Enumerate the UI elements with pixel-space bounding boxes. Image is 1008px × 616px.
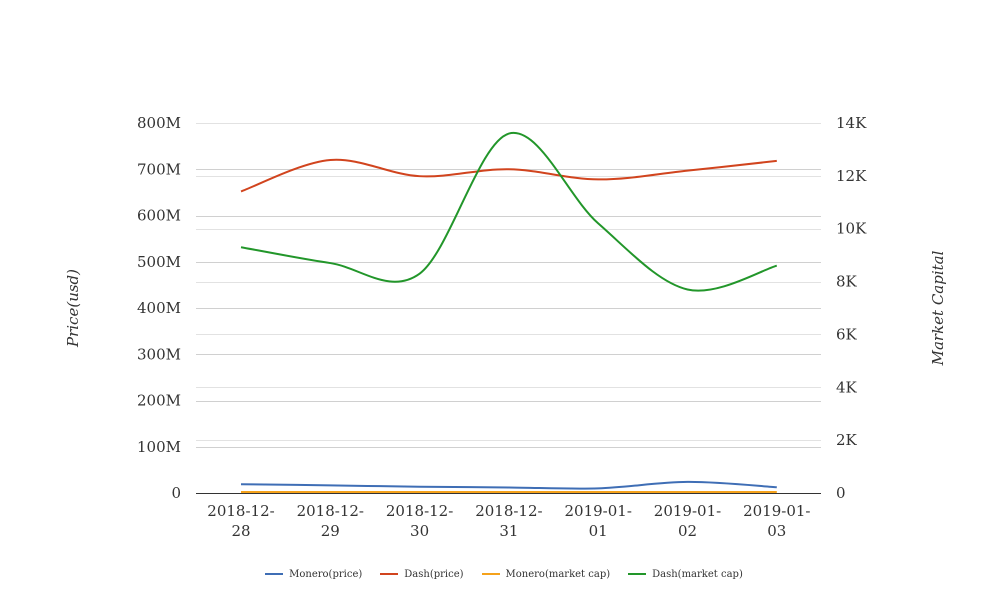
legend-label: Dash(market cap)	[652, 568, 743, 580]
legend-label: Monero(price)	[289, 568, 363, 580]
y-right-tick-label: 8K	[836, 273, 858, 291]
legend-swatch	[380, 573, 399, 575]
x-tick-label: 2019-01-01	[564, 502, 631, 540]
legend-item-monero-market-cap[interactable]: Monero(market cap)	[481, 568, 611, 580]
grid-lines	[196, 123, 821, 448]
legend: Monero(price) Dash(price) Monero(market ca…	[0, 565, 1008, 583]
legend-item-dash-market-cap[interactable]: Dash(market cap)	[628, 569, 743, 580]
legend-swatch	[265, 573, 284, 575]
legend-swatch	[481, 573, 500, 575]
y-left-tick-label: 300M	[137, 345, 181, 363]
series-line-dash-market-cap	[240, 132, 778, 292]
y-right-tick-label: 2K	[836, 431, 858, 449]
y-left-tick-label: 500M	[137, 253, 181, 271]
x-tick-label: 2018-12-31	[475, 502, 542, 540]
legend-label: Monero(market cap)	[505, 568, 611, 580]
x-tick-label: 2019-01-03	[743, 502, 810, 540]
y-right-tick-label: 14K	[836, 114, 867, 132]
y-left-tick-label: 200M	[137, 392, 181, 410]
y-left-axis-title: Price(usd)	[64, 269, 82, 348]
legend-swatch	[628, 573, 647, 575]
y-left-tick-label: 700M	[137, 160, 181, 178]
y-right-tick-label: 12K	[836, 167, 867, 185]
y-right-tick-label: 6K	[836, 325, 858, 343]
x-tick-label: 2018-12-28	[207, 502, 274, 540]
y-left-tick-label: 800M	[137, 114, 181, 132]
x-tick-label: 2019-01-02	[654, 502, 721, 540]
right-axis-ticks: 0 2K 4K 6K 8K 10K 12K 14K	[836, 114, 867, 502]
legend-label: Dash(price)	[404, 568, 464, 580]
y-left-tick-label: 600M	[137, 207, 181, 225]
y-right-tick-label: 0	[836, 484, 846, 502]
y-right-axis-title: Market Capital	[929, 250, 947, 366]
left-axis-ticks: 0 100M 200M 300M 400M 500M 600M 700M 800M	[137, 114, 181, 502]
x-axis-ticks: 2018-12-28 2018-12-29 2018-12-30 2018-12-31…	[207, 502, 810, 540]
x-tick-label: 2018-12-30	[386, 502, 453, 540]
legend-item-monero-price[interactable]: Monero(price)	[265, 569, 362, 580]
y-left-tick-label: 100M	[137, 438, 181, 456]
y-right-tick-label: 4K	[836, 378, 858, 396]
y-right-tick-label: 10K	[836, 220, 867, 238]
series-lines	[240, 132, 778, 493]
y-left-tick-label: 400M	[137, 299, 181, 317]
series-line-monero-price	[240, 480, 777, 490]
y-left-tick-label: 0	[171, 484, 181, 502]
legend-item-dash-price[interactable]: Dash(price)	[380, 568, 464, 580]
series-line-dash-price	[240, 158, 777, 193]
x-tick-label: 2018-12-29	[297, 502, 364, 540]
